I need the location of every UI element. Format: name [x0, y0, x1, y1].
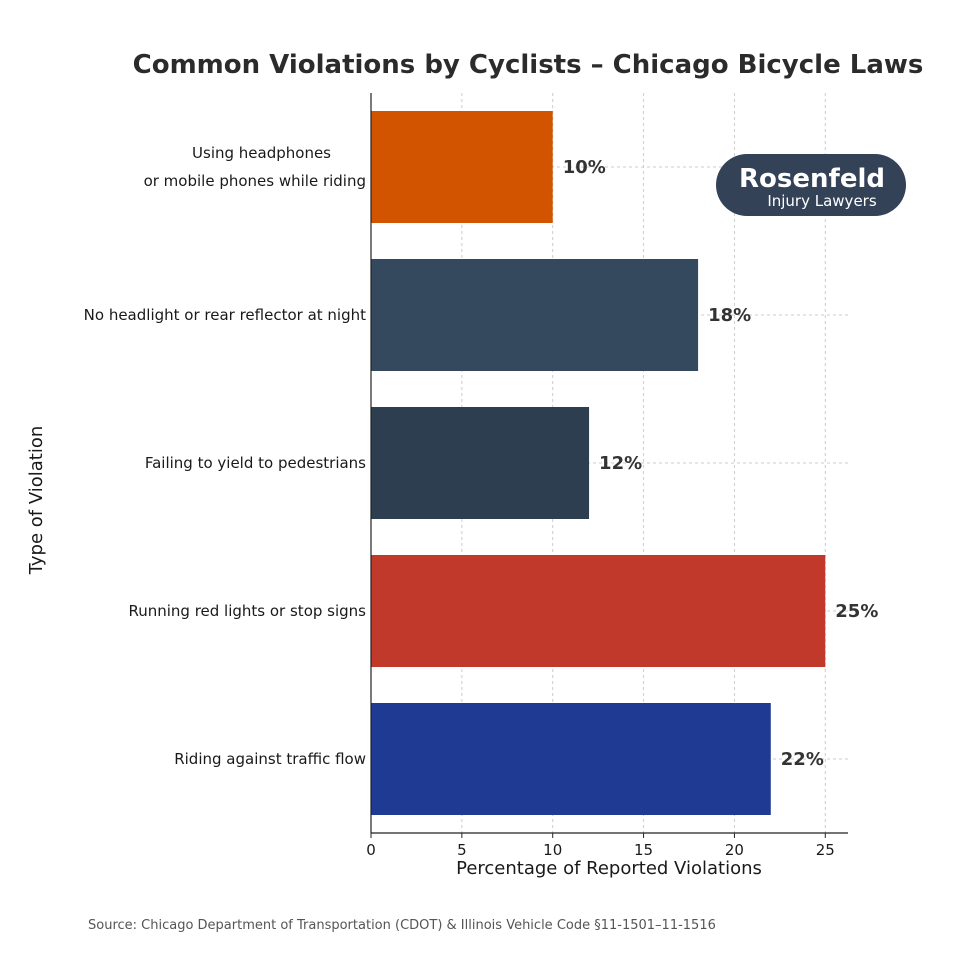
chart-title: Common Violations by Cyclists – Chicago … [133, 50, 924, 80]
rosenfeld-logo: Rosenfeld Injury Lawyers [716, 154, 906, 216]
category-label-line: or mobile phones while riding [144, 172, 366, 190]
category-label: No headlight or rear reflector at night [84, 306, 366, 324]
logo-name: Rosenfeld [739, 164, 885, 194]
bar [371, 407, 590, 519]
category-label: Running red lights or stop signs [128, 602, 366, 620]
category-label-line: Running red lights or stop signs [128, 602, 366, 620]
category-labels: Using headphones or mobile phones while r… [84, 144, 367, 768]
data-label: 22% [781, 749, 824, 770]
logo-background [716, 154, 906, 216]
source-note: Source: Chicago Department of Transporta… [88, 918, 716, 933]
category-label: Using headphones or mobile phones while r… [144, 144, 366, 190]
category-label-line: Using headphones [192, 144, 331, 162]
bar [371, 555, 826, 667]
category-label: Failing to yield to pedestrians [145, 454, 366, 472]
x-axis-label: Percentage of Reported Violations [456, 858, 762, 879]
x-tick-label: 20 [725, 841, 744, 859]
logo-tagline: Injury Lawyers [767, 192, 877, 210]
x-ticks: 0 5 10 15 20 25 [366, 833, 835, 859]
bars: 10% 18% 12% 25% 22% [371, 111, 878, 815]
x-tick-label: 25 [816, 841, 835, 859]
category-label-line: Riding against traffic flow [174, 750, 366, 768]
x-tick-label: 15 [634, 841, 653, 859]
bar [371, 111, 553, 223]
x-tick-label: 0 [366, 841, 376, 859]
data-label: 10% [563, 157, 606, 178]
y-axis-label: Type of Violation [26, 426, 47, 576]
x-tick-label: 5 [457, 841, 467, 859]
bar [371, 703, 771, 815]
category-label-line: No headlight or rear reflector at night [84, 306, 366, 324]
data-label: 12% [599, 453, 642, 474]
category-label-line: Failing to yield to pedestrians [145, 454, 366, 472]
x-tick-label: 10 [543, 841, 562, 859]
category-label: Riding against traffic flow [174, 750, 366, 768]
data-label: 25% [835, 601, 878, 622]
data-label: 18% [708, 305, 751, 326]
bar [371, 259, 699, 371]
